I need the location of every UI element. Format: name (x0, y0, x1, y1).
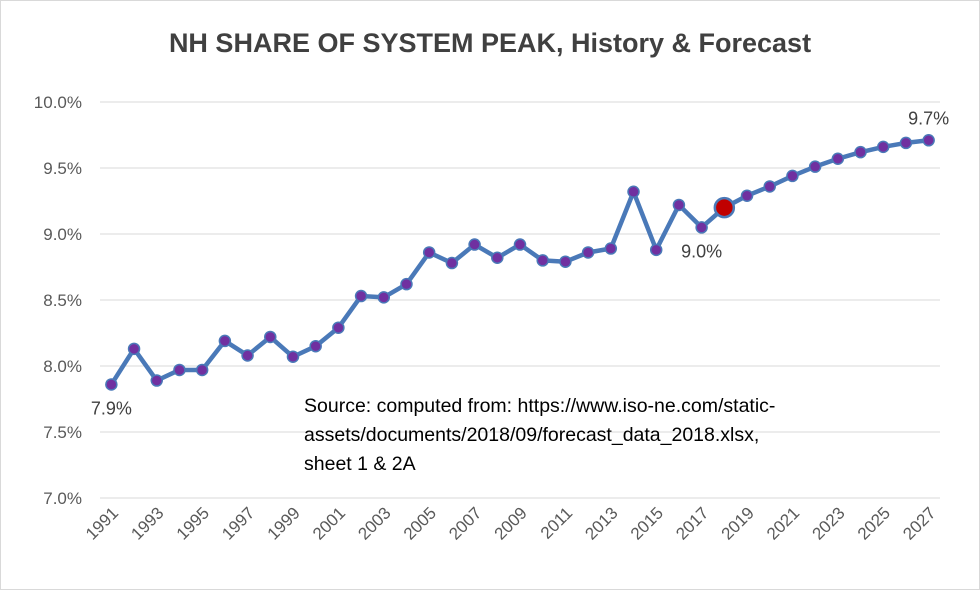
data-point (581, 246, 595, 259)
highlight-point (713, 196, 736, 219)
data-point (831, 152, 845, 166)
data-label: 9.0% (681, 241, 722, 261)
data-point (695, 221, 708, 234)
data-point (468, 238, 481, 251)
data-point (854, 145, 867, 159)
source-annotation: Source: computed from: https://www.iso-n… (304, 392, 964, 479)
data-point (150, 374, 164, 387)
x-tick-label: 1991 (82, 503, 122, 543)
source-line-2: assets/documents/2018/09/forecast_data_2… (304, 424, 760, 446)
chart-title: NH SHARE OF SYSTEM PEAK, History & Forec… (168, 28, 812, 58)
x-tick-label: 1997 (218, 503, 258, 543)
data-point (536, 254, 549, 267)
y-tick-label: 7.0% (43, 489, 82, 508)
data-point (218, 334, 232, 348)
data-point (763, 180, 776, 193)
data-point (922, 134, 935, 147)
data-point (513, 238, 527, 251)
x-tick-label: 2027 (899, 503, 939, 543)
data-label: 7.9% (91, 398, 132, 418)
data-point (808, 160, 822, 173)
data-point (786, 169, 799, 183)
data-point (740, 189, 754, 202)
x-tick-label: 2013 (581, 503, 621, 543)
data-point (672, 198, 686, 212)
x-tick-label: 2009 (491, 503, 531, 543)
x-tick-label: 2003 (354, 503, 394, 543)
x-tick-label: 2019 (718, 503, 758, 543)
x-tick-label: 2001 (309, 503, 349, 543)
data-point (876, 140, 890, 154)
y-tick-label: 8.0% (43, 357, 82, 376)
data-point (377, 291, 391, 304)
x-tick-label: 2025 (854, 503, 894, 543)
x-tick-label: 1993 (127, 503, 167, 543)
data-point (241, 349, 254, 362)
data-point (195, 363, 209, 377)
y-tick-label: 9.5% (43, 159, 82, 178)
x-tick-label: 2017 (672, 503, 712, 543)
data-point (354, 289, 368, 303)
data-point (491, 251, 504, 265)
x-tick-label: 2015 (627, 503, 667, 543)
data-point (332, 321, 345, 334)
x-tick-label: 1999 (264, 503, 304, 543)
data-point (400, 277, 413, 291)
x-tick-label: 1995 (173, 503, 213, 543)
data-point (286, 350, 300, 364)
data-point (127, 342, 141, 356)
x-tick-label: 2011 (537, 503, 576, 542)
data-point (105, 378, 118, 391)
data-point (559, 255, 572, 268)
y-tick-label: 10.0% (34, 93, 82, 112)
data-point (422, 246, 436, 259)
source-line-3: sheet 1 & 2A (304, 453, 416, 475)
data-point (309, 339, 322, 353)
data-point (173, 363, 186, 377)
data-point (627, 185, 640, 199)
y-tick-label: 7.5% (43, 423, 82, 442)
y-tick-label: 9.0% (43, 225, 82, 244)
x-tick-label: 2007 (445, 503, 485, 543)
source-line-1: Source: computed from: https://www.iso-n… (304, 395, 776, 417)
data-point (445, 256, 459, 270)
x-tick-label: 2021 (763, 503, 803, 543)
x-tick-label: 2005 (400, 503, 440, 543)
y-tick-label: 8.5% (43, 291, 82, 310)
data-point (649, 243, 663, 257)
data-label: 9.7% (908, 108, 949, 128)
data-point (604, 242, 618, 255)
series-line (109, 138, 931, 387)
x-tick-label: 2023 (808, 503, 848, 543)
data-point (264, 330, 277, 344)
data-point (899, 136, 913, 150)
